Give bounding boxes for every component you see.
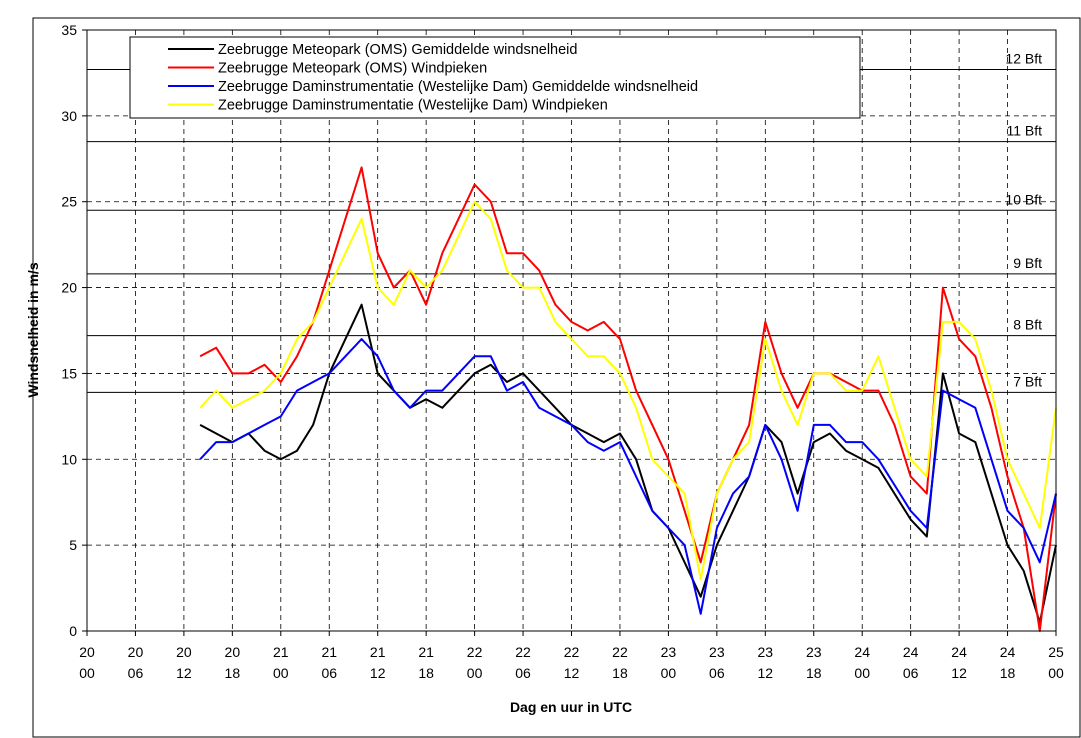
series-line (199, 166, 1057, 632)
series-line (199, 200, 1057, 581)
y-tick-label: 10 (61, 451, 77, 467)
bft-label: 10 Bft (1005, 191, 1042, 207)
x-tick-label: 22 06 (515, 644, 531, 681)
series-line (199, 303, 1057, 624)
series-line (199, 338, 1057, 615)
x-tick-label: 21 12 (370, 644, 386, 681)
x-tick-label: 20 18 (225, 644, 241, 681)
bft-label: 12 Bft (1005, 50, 1042, 66)
legend-label: Zeebrugge Meteopark (OMS) Windpieken (218, 61, 487, 77)
x-tick-label: 25 00 (1048, 644, 1064, 681)
x-tick-label: 23 12 (758, 644, 774, 681)
x-axis-label: Dag en uur in UTC (510, 699, 632, 715)
x-tick-label: 23 00 (661, 644, 677, 681)
bft-label: 8 Bft (1013, 317, 1042, 333)
bft-label: 7 Bft (1013, 373, 1042, 389)
x-tick-label: 20 12 (176, 644, 192, 681)
x-tick-label: 24 18 (1000, 644, 1016, 681)
y-tick-label: 5 (69, 537, 77, 553)
bft-label: 9 Bft (1013, 255, 1042, 271)
y-tick-label: 35 (61, 22, 77, 38)
x-tick-label: 20 00 (79, 644, 95, 681)
x-tick-label: 21 00 (273, 644, 289, 681)
legend-label: Zeebrugge Daminstrumentatie (Westelijke … (218, 98, 608, 114)
x-tick-label: 24 12 (951, 644, 967, 681)
x-tick-label: 24 00 (854, 644, 870, 681)
y-tick-label: 15 (61, 365, 77, 381)
x-tick-label: 22 18 (612, 644, 628, 681)
x-tick-label: 21 06 (321, 644, 337, 681)
y-tick-label: 20 (61, 280, 77, 296)
legend-label: Zeebrugge Daminstrumentatie (Westelijke … (218, 79, 698, 95)
y-tick-label: 0 (69, 623, 77, 639)
x-tick-label: 23 06 (709, 644, 725, 681)
legend-box (129, 36, 861, 119)
x-tick-label: 22 12 (564, 644, 580, 681)
y-tick-label: 30 (61, 108, 77, 124)
x-tick-label: 24 06 (903, 644, 919, 681)
x-tick-label: 23 18 (806, 644, 822, 681)
bft-label: 11 Bft (1006, 123, 1042, 139)
plot-border (86, 29, 1057, 632)
y-tick-label: 25 (61, 194, 77, 210)
x-tick-label: 22 00 (467, 644, 483, 681)
x-tick-label: 20 06 (128, 644, 144, 681)
x-tick-label: 21 18 (418, 644, 434, 681)
y-axis-label: Windsnelheid in m/s (25, 262, 41, 397)
legend: Zeebrugge Meteopark (OMS) Gemiddelde win… (129, 36, 861, 119)
legend-label: Zeebrugge Meteopark (OMS) Gemiddelde win… (218, 42, 577, 58)
